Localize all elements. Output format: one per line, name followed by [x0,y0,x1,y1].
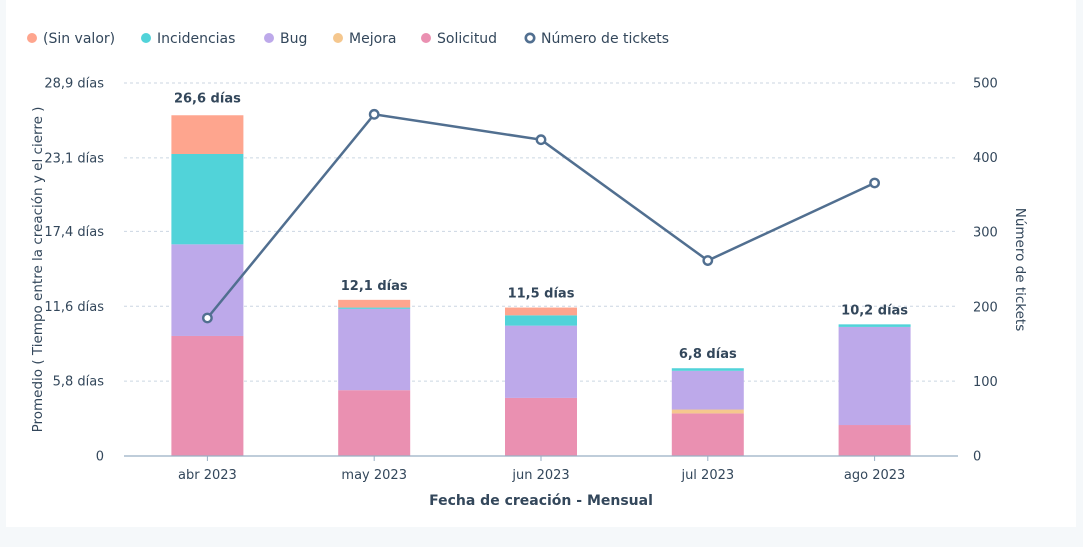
bar-4-bug [838,326,911,426]
x-tick-label-3: jul 2023 [680,468,734,483]
y2-tick-label-5: 500 [973,77,998,92]
legend-marker-2 [264,33,274,43]
bar-1-solicitud [338,390,411,456]
bar-total-label-0: 26,6 días [174,92,241,107]
y-tick-label-2: 11,6 días [44,300,104,315]
chart-card: (Sin valor) Incidencias Bug Mejora Solicitud… [6,0,1076,527]
bar-2-solicitud [505,397,577,456]
y2-tick-label-2: 200 [973,300,998,315]
bar-total-label-1: 12,1 días [341,279,408,294]
bar-0-incidencias [171,153,244,245]
legend-label-4: Solicitud [437,31,497,47]
bar-0-solicitud [171,335,244,456]
y2-axis-title: Número de tickets [1012,208,1028,332]
legend-marker-1 [141,33,151,43]
x-tick-label-4: ago 2023 [844,468,905,483]
y2-tick-label-0: 0 [973,450,981,465]
bar-total-label-4: 10,2 días [841,303,908,318]
bar-total-label-2: 11,5 días [508,287,575,302]
chart-svg: (Sin valor) Incidencias Bug Mejora Solicitud… [27,31,1028,510]
tickets-point-4 [869,177,880,189]
bar-3-mejora [671,409,744,414]
bar-1-sinvalor [338,299,411,308]
legend-marker-0 [27,33,37,43]
bar-total-label-3: 6,8 días [679,347,737,362]
x-tick-label-2: jun 2023 [511,468,569,483]
tickets-point-2 [535,134,547,146]
tickets-line [201,108,880,324]
x-axis-title: Fecha de creación - Mensual [429,493,653,509]
bar-0-sinvalor [171,115,244,154]
bar-1-bug [338,308,411,391]
bar-2-incidencias [505,315,577,326]
tickets-point-3 [702,255,714,266]
legend-marker-3 [333,33,343,43]
x-tick-label-0: abr 2023 [178,468,237,483]
y-tick-label-1: 5,8 días [53,375,105,390]
bar-2-bug [505,325,577,398]
y-tick-label-5: 28,9 días [44,77,104,92]
legend-label-5: Número de tickets [541,31,669,47]
y-axis-title: Promedio ( Tiempo entre la creación y el… [30,107,46,433]
bar-3-solicitud [671,413,744,456]
tickets-point-1 [368,108,380,120]
y-tick-label-3: 17,4 días [44,225,104,240]
legend-marker-5 [524,32,536,44]
bar-4-solicitud [838,425,911,456]
legend-label-1: Incidencias [157,31,235,47]
bar-2-sinvalor [505,307,577,316]
bar-3-incidencias [671,368,744,371]
y2-tick-label-3: 300 [973,226,998,241]
legend-marker-4 [421,33,431,43]
tickets-point-0 [201,312,213,324]
y2-tick-label-1: 100 [973,375,998,390]
y-tick-label-4: 23,1 días [44,151,104,166]
bar-3-bug [671,370,744,410]
bar-1-incidencias [338,307,411,309]
axes: 0 5,8 días 11,6 días 17,4 días 23,1 días 28,9… [30,77,1028,510]
legend-label-2: Bug [280,31,307,47]
x-tick-label-1: may 2023 [341,468,407,483]
bars: 26,6 días 12,1 días 11,5 días 6,8 días 10,2 … [171,92,911,456]
legend-label-0: (Sin valor) [43,31,115,47]
legend-label-3: Mejora [349,31,396,47]
legend: (Sin valor) Incidencias Bug Mejora Solicitud… [27,31,669,47]
bar-4-incidencias [838,324,911,327]
y-tick-label-0: 0 [96,450,104,465]
y2-tick-label-4: 400 [973,151,998,166]
